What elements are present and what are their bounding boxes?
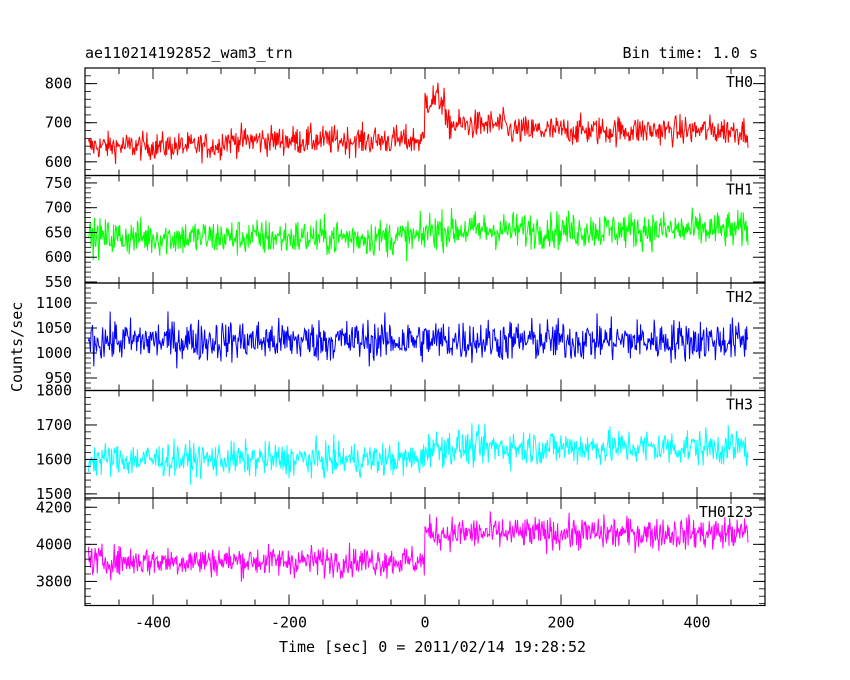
x-axis-label: Time [sec] 0 = 2011/02/14 19:28:52 [278,638,587,656]
series-line-th2 [87,311,749,369]
y-tick-label: 1600 [36,450,72,468]
bin-time-label: Bin time: 1.0 s [622,44,758,62]
panel-label-th2: TH2 [726,288,753,306]
y-axis-label: Counts/sec [8,301,26,392]
y-tick-label: 1500 [36,485,72,503]
series-line-th0123 [87,511,749,582]
x-tick-label: 200 [547,614,574,632]
series-line-th0 [87,82,749,165]
y-tick-label: 650 [45,223,72,241]
panel-label-th3: TH3 [726,396,753,414]
x-tick-label: 400 [683,614,710,632]
x-tick-label: -200 [271,614,307,632]
y-tick-label: 3800 [36,572,72,590]
x-tick-label: 0 [420,614,429,632]
series-line-th1 [87,207,749,262]
chart-title: ae110214192852_wam3_trn [85,44,293,62]
y-tick-label: 800 [45,75,72,93]
panel-label-th0: TH0 [726,73,753,91]
y-tick-label: 1050 [36,319,72,337]
y-tick-label: 1100 [36,294,72,312]
y-tick-label: 4200 [36,498,72,516]
panel-label-th1: TH1 [726,181,753,199]
y-tick-label: 1000 [36,344,72,362]
y-tick-label: 1700 [36,416,72,434]
y-tick-label: 600 [45,153,72,171]
y-tick-label: 750 [45,174,72,192]
series-line-th3 [87,423,749,485]
x-tick-label: -400 [135,614,171,632]
y-tick-label: 600 [45,248,72,266]
y-tick-label: 700 [45,114,72,132]
y-tick-label: 550 [45,273,72,291]
y-tick-label: 700 [45,199,72,217]
y-tick-label: 4000 [36,535,72,553]
panel-label-th0123: TH0123 [699,503,753,521]
y-tick-label: 950 [45,369,72,387]
y-tick-label: 1800 [36,382,72,400]
